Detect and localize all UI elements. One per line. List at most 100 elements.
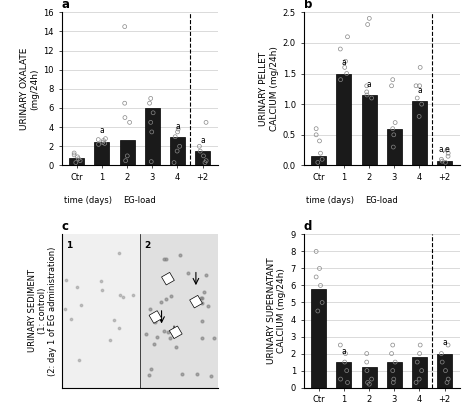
Point: [100, 137, 107, 144]
Point: [317, 150, 324, 156]
Bar: [362, 95, 377, 166]
Bar: [94, 142, 109, 166]
Point: [445, 150, 452, 156]
Text: a: a: [201, 136, 205, 145]
Point: [343, 70, 350, 77]
Point: [126, 119, 133, 126]
Point: [101, 135, 109, 142]
Point: [99, 139, 107, 146]
Point: [121, 23, 128, 30]
Bar: [412, 101, 427, 166]
Point: [364, 379, 372, 386]
Point: [121, 100, 128, 106]
Text: EG-load: EG-load: [365, 196, 398, 205]
Point: [72, 159, 80, 166]
Y-axis label: URINARY SUPERNATANT
CALCIUM (mg/24h): URINARY SUPERNATANT CALCIUM (mg/24h): [267, 258, 286, 364]
Point: [316, 265, 323, 272]
Point: [149, 109, 157, 116]
Point: [416, 342, 424, 348]
Point: [390, 144, 397, 150]
Point: [312, 248, 320, 255]
Point: [316, 137, 323, 144]
Point: [438, 359, 446, 365]
Text: 1: 1: [66, 241, 73, 250]
Point: [73, 153, 81, 160]
Point: [70, 150, 78, 156]
Point: [341, 359, 348, 365]
Point: [122, 157, 129, 164]
Point: [176, 143, 183, 150]
Text: a: a: [342, 58, 346, 67]
Point: [442, 159, 449, 166]
Point: [390, 131, 398, 138]
Point: [365, 381, 373, 388]
Point: [443, 147, 451, 153]
Y-axis label: URINARY OXALATE
(mg/24h): URINARY OXALATE (mg/24h): [20, 48, 39, 130]
Point: [415, 376, 423, 382]
Point: [341, 64, 348, 71]
Bar: [162, 273, 174, 285]
Point: [319, 156, 326, 162]
Text: a,e: a,e: [439, 145, 451, 154]
Point: [363, 367, 371, 374]
Point: [342, 138, 349, 145]
Y-axis label: URINARY PELLET
CALCIUM (mg/24h): URINARY PELLET CALCIUM (mg/24h): [259, 47, 279, 131]
Point: [412, 379, 420, 386]
Point: [95, 141, 102, 148]
Point: [342, 350, 349, 357]
Point: [319, 299, 326, 306]
Point: [202, 119, 210, 126]
Bar: [311, 289, 326, 388]
Point: [389, 76, 397, 83]
Point: [311, 189, 319, 195]
Point: [174, 129, 182, 135]
Point: [337, 76, 345, 83]
Point: [337, 342, 344, 348]
Point: [389, 125, 397, 132]
Point: [202, 157, 210, 164]
Point: [343, 367, 350, 374]
Point: [174, 126, 182, 132]
Point: [418, 367, 426, 374]
Point: [445, 376, 452, 382]
Point: [342, 58, 349, 64]
Text: d: d: [304, 220, 312, 233]
Point: [196, 148, 204, 154]
Point: [344, 33, 351, 40]
Point: [200, 153, 207, 159]
Bar: [311, 156, 326, 166]
Point: [392, 359, 399, 365]
Bar: [69, 158, 84, 166]
Point: [364, 21, 372, 28]
Point: [148, 129, 155, 135]
Point: [438, 350, 445, 357]
Point: [444, 342, 452, 348]
Bar: [337, 73, 352, 166]
Text: time (days): time (days): [64, 196, 112, 205]
Point: [76, 157, 84, 164]
Y-axis label: URINARY SEDIMENT
(1: control)
(2: day 1 of EG administration): URINARY SEDIMENT (1: control) (2: day 1 …: [27, 246, 57, 376]
Text: a: a: [417, 86, 422, 95]
Text: a: a: [442, 338, 447, 348]
Point: [390, 379, 397, 386]
Point: [121, 114, 129, 121]
Bar: [437, 354, 452, 388]
Point: [146, 100, 154, 106]
Point: [196, 143, 203, 150]
Bar: [119, 140, 135, 166]
Point: [363, 350, 371, 357]
Point: [147, 119, 155, 126]
Point: [438, 156, 445, 162]
Point: [172, 133, 179, 140]
Point: [147, 158, 155, 165]
Bar: [145, 108, 160, 166]
Point: [337, 376, 345, 382]
Bar: [412, 357, 427, 388]
Point: [344, 379, 351, 386]
Bar: [170, 137, 185, 166]
Point: [443, 379, 451, 386]
Text: a: a: [175, 122, 180, 131]
Point: [314, 159, 321, 166]
Point: [444, 153, 452, 160]
Point: [147, 95, 155, 102]
